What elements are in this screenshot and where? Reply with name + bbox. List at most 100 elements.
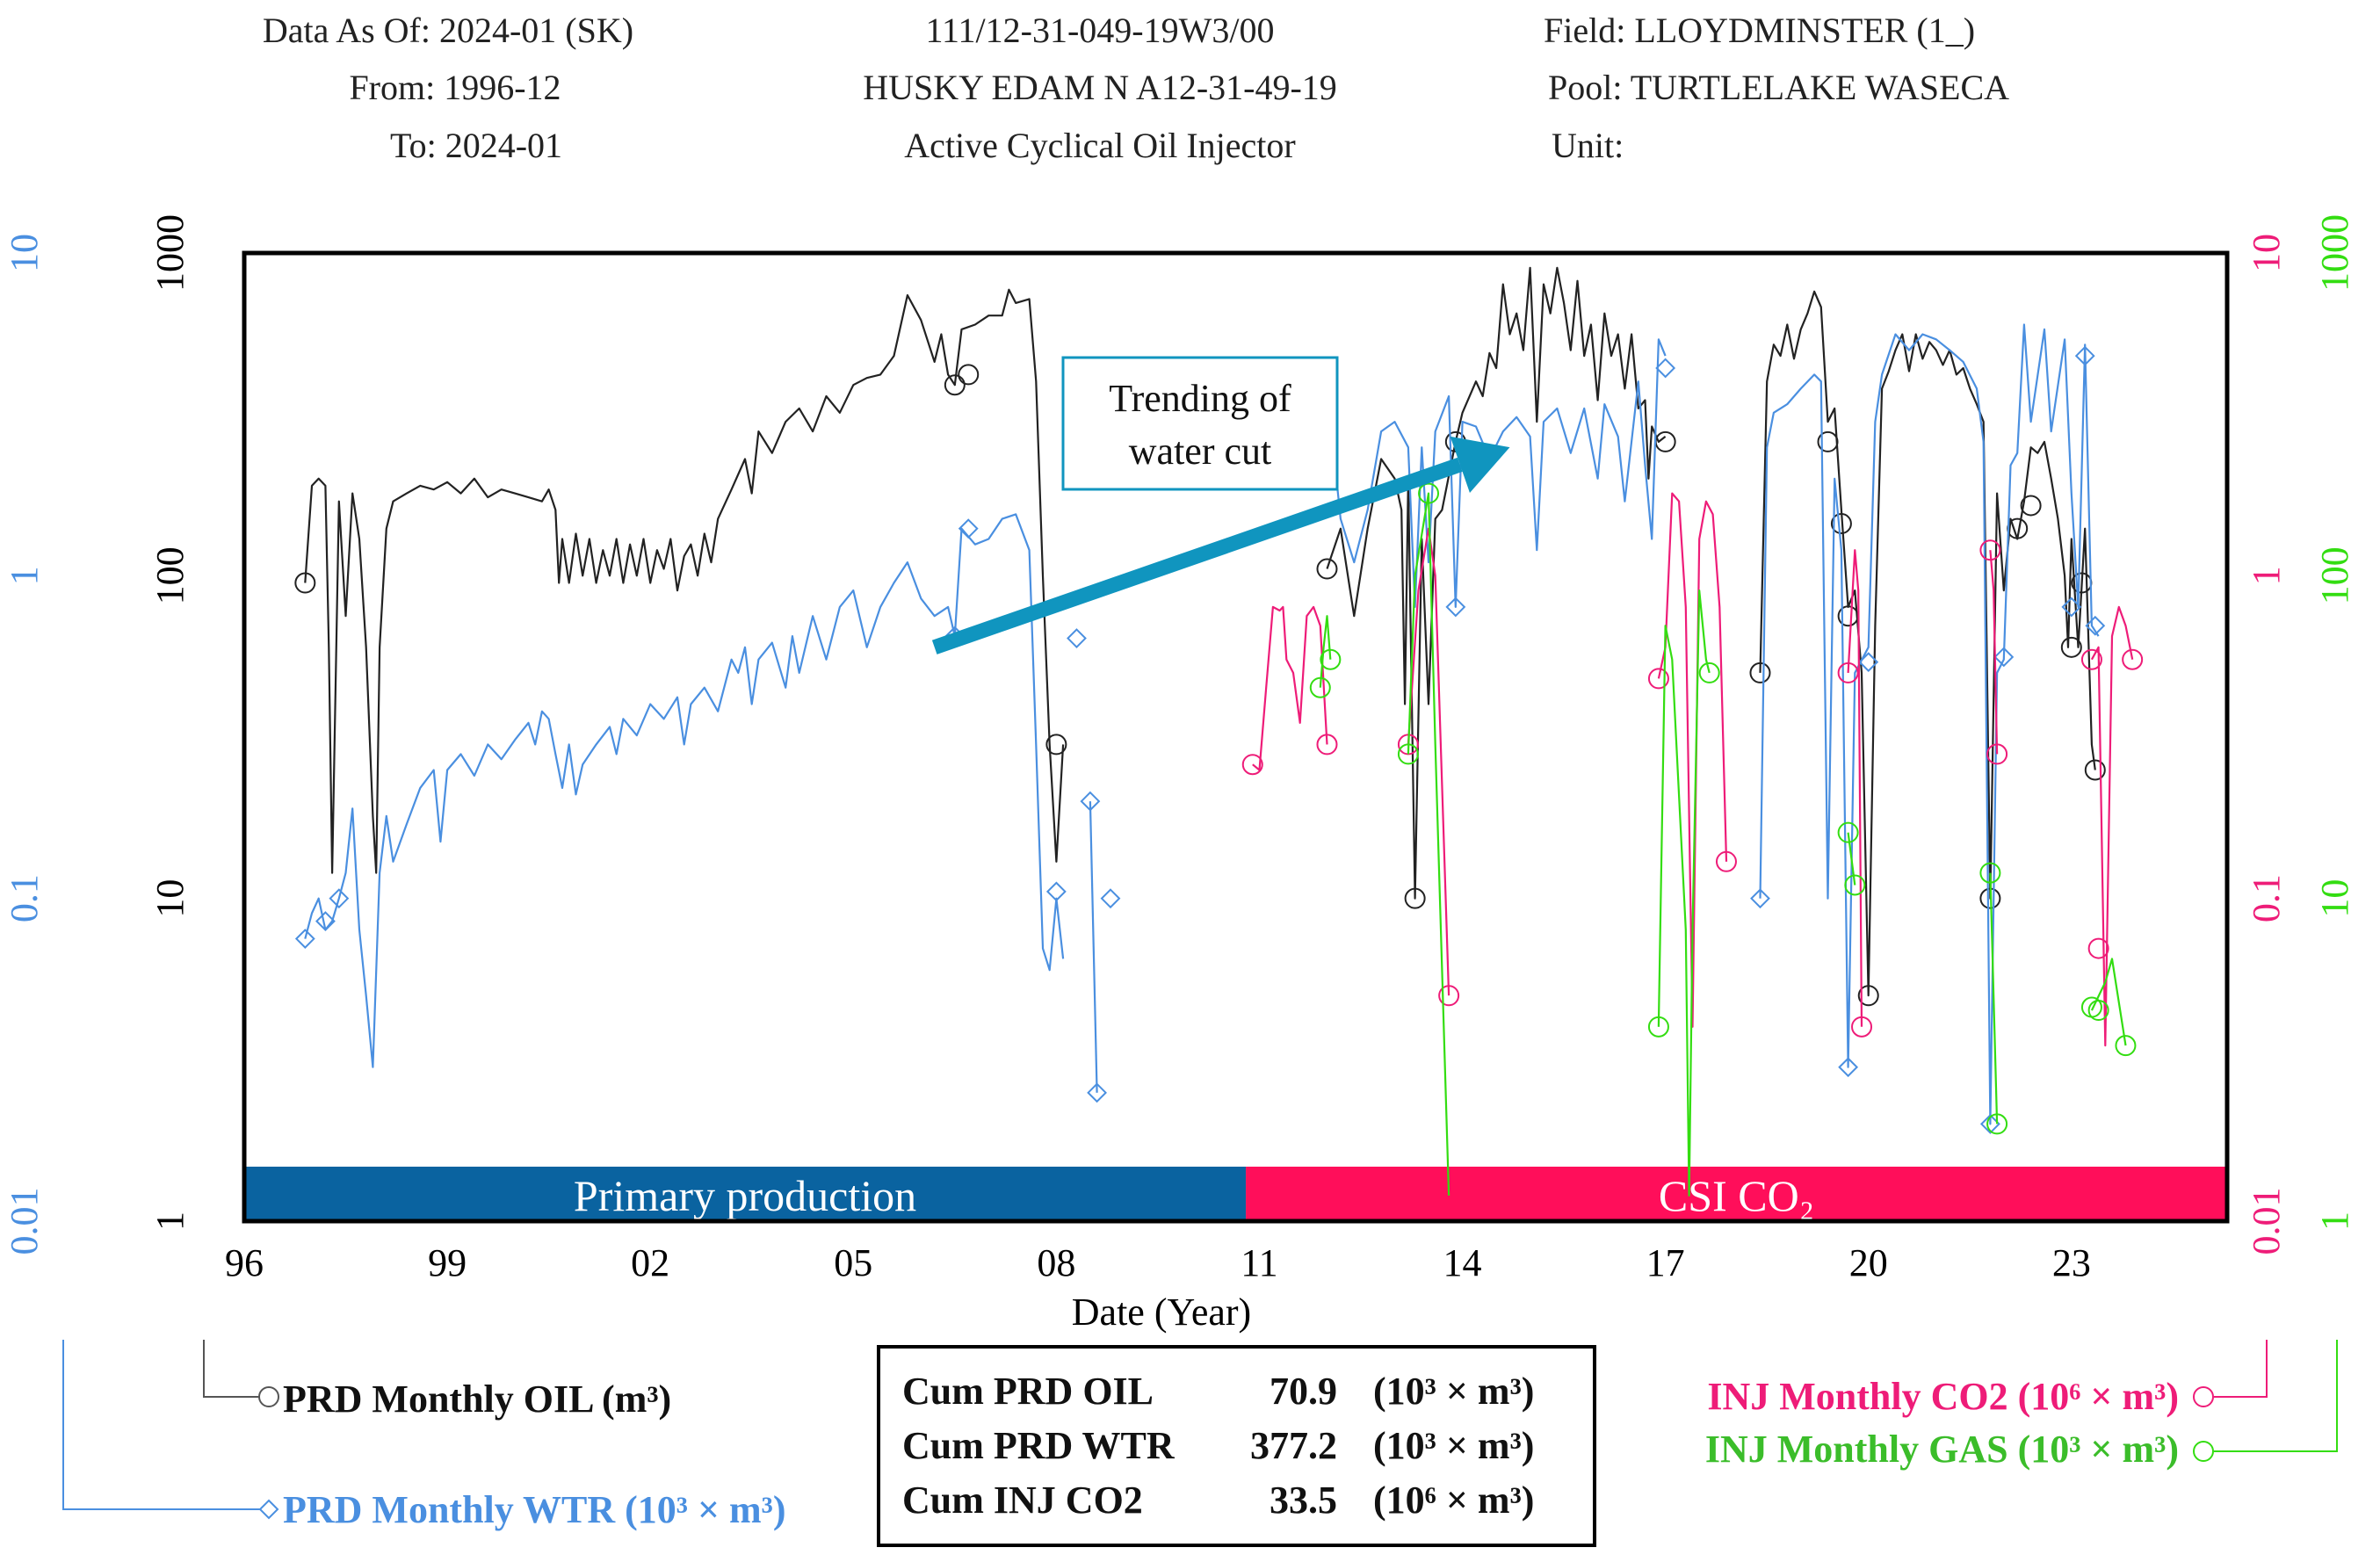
phase-band-0: [244, 1167, 1247, 1221]
series-7-marker-0: [1241, 754, 1263, 776]
legend-label-co2: INJ Monthly CO2 (10⁶ × m³): [1707, 1375, 2179, 1418]
header-pool: Pool: TURTLELAKE WASECA: [1548, 68, 2009, 107]
series-2-marker-0: [1749, 662, 1771, 683]
series-3-marker-2: [329, 888, 350, 909]
series-12-marker-2: [2122, 648, 2144, 670]
series-1-marker-0: [1316, 558, 1338, 580]
cum-unit-oil: (10³ × m³): [1373, 1370, 1534, 1413]
series-11-marker-1: [1986, 743, 2008, 765]
series-13-marker-1: [1320, 648, 1342, 670]
series-9-marker-1: [1715, 850, 1737, 872]
wtr-axis-tick-label-0: 0.01: [3, 1188, 46, 1255]
legend-marker-wtr: [258, 1499, 279, 1520]
header-data-as-of: Data As Of: 2024-01 (SK): [263, 11, 633, 50]
series-line-17: [1989, 872, 1999, 1124]
legend-label-oil: PRD Monthly OIL (m³): [283, 1378, 671, 1421]
gas-axis-tick-label-0: 1: [2313, 1211, 2356, 1231]
plot-frame: [242, 250, 2230, 1224]
header-well-id: 111/12-31-049-19W3/00: [926, 11, 1275, 50]
series-6-marker-0: [1750, 888, 1770, 909]
series-7-marker-1: [1316, 734, 1338, 756]
series-6-marker-4: [1993, 647, 2015, 668]
series-16-marker-1: [1844, 874, 1866, 896]
series-line-4: [1089, 801, 1098, 1093]
series-6-marker-2: [1858, 652, 1879, 673]
chart-header: Data As Of: 2024-01 (SK) From: 1996-12 T…: [263, 11, 2009, 165]
series-0-marker-1: [944, 374, 966, 396]
trend-arrow-head: [1450, 436, 1510, 493]
series-2-marker-7: [2020, 495, 2042, 517]
series-18-marker-1: [2087, 1000, 2109, 1022]
phase-band-1: [1246, 1167, 2227, 1221]
series-13-marker-0: [1309, 676, 1331, 698]
series-0-marker-2: [958, 364, 980, 386]
trend-arrow-shaft: [931, 457, 1463, 654]
header-from: From: 1996-12: [349, 68, 561, 107]
header-well-name: HUSKY EDAM N A12-31-49-19: [863, 68, 1337, 107]
co2-axis-tick-label-0: 0.01: [2245, 1188, 2288, 1255]
series-4-marker-0: [1067, 628, 1087, 648]
series-3-marker-4: [958, 518, 979, 539]
oil-axis-tick-label-1: 10: [148, 879, 192, 918]
gas-axis-tick-label-3: 1000: [2313, 214, 2356, 292]
legend-connector-co2: [2214, 1340, 2268, 1398]
x-tick-label-1: 99: [428, 1241, 467, 1284]
series-2-marker-4: [1857, 985, 1879, 1007]
x-tick-label-8: 20: [1849, 1241, 1888, 1284]
co2-axis-tick-label-3: 10: [2245, 234, 2288, 272]
series-line-18: [2090, 958, 2127, 1046]
cum-value-oil: 70.9: [1270, 1370, 1337, 1413]
series-9-marker-0: [1647, 668, 1669, 690]
legend-connector-gas: [2214, 1340, 2338, 1452]
series-6-marker-5: [2061, 597, 2082, 618]
oil-axis-tick-label-3: 1000: [148, 214, 192, 292]
annotation-line-2: water cut: [1129, 430, 1271, 473]
gas-axis-tick-label-2: 100: [2313, 546, 2356, 604]
oil-axis-tick-label-0: 1: [148, 1211, 192, 1231]
cum-unit-co2: (10⁶ × m³): [1373, 1479, 1534, 1522]
series-line-3: [304, 513, 1065, 1068]
series-15-marker-1: [1698, 662, 1720, 683]
legend-label-gas: INJ Monthly GAS (10³ × m³): [1705, 1428, 2179, 1471]
cum-value-co2: 33.5: [1270, 1479, 1337, 1522]
series-6-marker-6: [2074, 345, 2095, 366]
series-4-marker-2: [1087, 1082, 1108, 1103]
series-14-marker-1: [1418, 482, 1440, 504]
series-11-marker-0: [1979, 539, 2001, 561]
wtr-axis-tick-label-3: 10: [3, 234, 46, 272]
series-18-marker-2: [2115, 1035, 2137, 1057]
cum-label-wtr: Cum PRD WTR: [902, 1424, 1176, 1467]
series-line-11: [1989, 550, 1999, 755]
series-12-marker-0: [2080, 648, 2102, 670]
x-tick-label-7: 17: [1646, 1241, 1685, 1284]
legend-connector-oil: [203, 1340, 260, 1398]
gas-axis-tick-label-1: 10: [2313, 879, 2356, 918]
series-5-marker-1: [1445, 597, 1466, 618]
co2-axis-tick-label-1: 0.1: [2245, 874, 2288, 922]
series-line-13: [1319, 615, 1332, 688]
series-3-marker-5: [1045, 881, 1067, 902]
header-to: To: 2024-01: [390, 126, 562, 165]
cum-unit-wtr: (10³ × m³): [1373, 1424, 1534, 1467]
series-line-0: [304, 288, 1065, 874]
series-17-marker-1: [1986, 1113, 2008, 1135]
legend-marker-co2: [2193, 1386, 2214, 1407]
x-tick-label-2: 02: [631, 1241, 669, 1284]
annotation-line-1: Trending of: [1109, 377, 1291, 420]
series-line-14: [1407, 492, 1450, 1196]
phase-bands: Primary production CSI CO₂: [244, 1167, 2227, 1221]
series-17-marker-0: [1979, 862, 2001, 884]
x-tick-label-6: 14: [1443, 1241, 1482, 1284]
x-tick-label-0: 96: [225, 1241, 264, 1284]
legend-connector-wtr: [62, 1340, 260, 1510]
series-6-marker-7: [2085, 615, 2106, 636]
series-0-marker-0: [294, 572, 316, 594]
series-1-marker-1: [1404, 887, 1426, 909]
wtr-axis-tick-label-1: 0.1: [3, 874, 46, 922]
series-2-marker-1: [1817, 430, 1839, 452]
phase-label-1: CSI CO₂: [1659, 1171, 1814, 1220]
cum-label-co2: Cum INJ CO2: [902, 1479, 1143, 1522]
series-15-marker-0: [1647, 1016, 1669, 1038]
cumulative-frame: [877, 1345, 1596, 1547]
